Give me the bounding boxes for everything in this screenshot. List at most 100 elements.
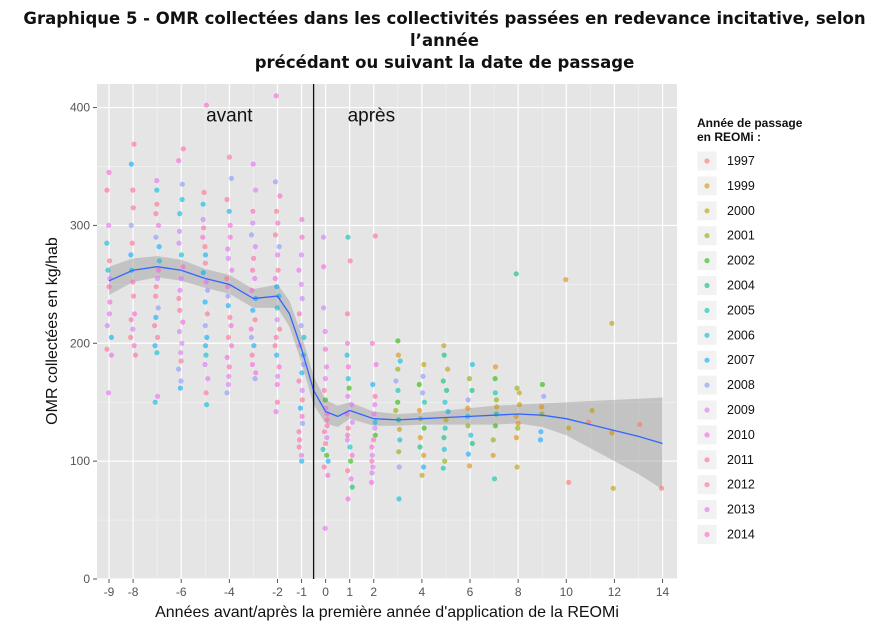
- data-point: [132, 352, 139, 358]
- data-point: [372, 233, 378, 239]
- data-point: [369, 479, 375, 485]
- data-point: [275, 252, 281, 258]
- legend-swatch: [704, 457, 710, 463]
- legend-label: 2000: [727, 204, 755, 218]
- data-point: [131, 311, 138, 317]
- data-point: [130, 187, 136, 193]
- data-point: [201, 189, 207, 195]
- data-point: [539, 404, 545, 410]
- data-point: [252, 376, 258, 382]
- chart-title-line2: précédant ou suivant la date de passage: [254, 53, 635, 72]
- x-tick-label: -1: [296, 585, 307, 599]
- data-point: [514, 385, 520, 391]
- data-point: [156, 258, 162, 264]
- x-tick-label: 1: [346, 585, 353, 599]
- data-point: [131, 293, 137, 299]
- data-point: [154, 178, 160, 184]
- data-point: [416, 381, 422, 388]
- data-point: [345, 376, 351, 382]
- data-point: [589, 407, 595, 414]
- data-point: [516, 390, 522, 396]
- data-point: [420, 464, 427, 470]
- data-point: [369, 470, 375, 476]
- data-point: [539, 381, 546, 388]
- data-point: [537, 437, 544, 443]
- data-point: [440, 378, 446, 384]
- data-point: [299, 397, 305, 403]
- data-point: [249, 287, 255, 293]
- data-point: [513, 435, 520, 441]
- data-point: [417, 407, 423, 414]
- data-point: [469, 440, 475, 447]
- data-point: [275, 220, 281, 226]
- data-point: [371, 437, 377, 443]
- data-point: [465, 397, 471, 403]
- data-point: [299, 234, 305, 240]
- data-point: [322, 346, 328, 352]
- data-point: [538, 429, 544, 435]
- data-point: [252, 244, 258, 250]
- data-point: [348, 476, 354, 482]
- data-point: [250, 208, 256, 214]
- data-point: [250, 307, 256, 313]
- data-point: [203, 102, 209, 108]
- data-point: [299, 387, 305, 393]
- data-point: [395, 387, 401, 393]
- data-point: [637, 422, 643, 428]
- legend-swatch: [704, 482, 710, 488]
- data-point: [345, 496, 351, 502]
- data-point: [176, 366, 182, 372]
- data-point: [441, 435, 447, 441]
- data-point: [277, 326, 283, 332]
- data-point: [276, 293, 282, 299]
- data-point: [203, 352, 209, 358]
- annotation-avant: avant: [206, 106, 253, 127]
- data-point: [179, 196, 185, 203]
- data-point: [491, 476, 498, 482]
- data-point: [469, 361, 475, 368]
- data-point: [202, 343, 209, 349]
- data-point: [370, 464, 376, 470]
- data-point: [373, 361, 379, 368]
- data-point: [299, 295, 305, 302]
- data-point: [272, 179, 279, 185]
- data-point: [490, 437, 496, 443]
- data-point: [201, 225, 207, 231]
- legend-label: 2007: [727, 353, 755, 367]
- data-point: [320, 234, 327, 240]
- data-point: [104, 240, 110, 246]
- y-axis-ticks: 0 100 200 300 400: [70, 101, 97, 586]
- data-point: [104, 346, 110, 352]
- data-point: [442, 425, 448, 431]
- data-point: [131, 343, 137, 349]
- data-point: [156, 244, 162, 250]
- data-point: [250, 220, 256, 226]
- data-point: [153, 211, 159, 217]
- chart-title: Graphique 5 - OMR collectées dans les co…: [0, 8, 889, 74]
- data-point: [226, 154, 232, 160]
- data-point: [178, 350, 184, 356]
- data-point: [251, 343, 257, 349]
- data-point: [322, 376, 328, 382]
- data-point: [106, 284, 112, 290]
- legend-label: 1997: [727, 154, 755, 168]
- legend-label: 2013: [727, 503, 755, 517]
- data-point: [253, 370, 259, 376]
- data-point: [225, 284, 231, 290]
- y-tick-label: 100: [70, 454, 90, 468]
- x-tick-label: -8: [128, 585, 139, 599]
- data-point: [347, 444, 353, 450]
- data-point: [321, 305, 327, 311]
- data-point: [105, 267, 111, 273]
- data-point: [272, 232, 279, 238]
- data-point: [248, 326, 254, 332]
- data-point: [225, 293, 231, 299]
- data-point: [108, 334, 114, 340]
- data-point: [277, 193, 283, 199]
- data-point: [421, 361, 427, 368]
- y-axis-title: OMR collectées en kg/hab: [44, 237, 61, 425]
- data-point: [226, 364, 232, 370]
- legend-swatch: [704, 282, 710, 289]
- data-point: [205, 376, 211, 382]
